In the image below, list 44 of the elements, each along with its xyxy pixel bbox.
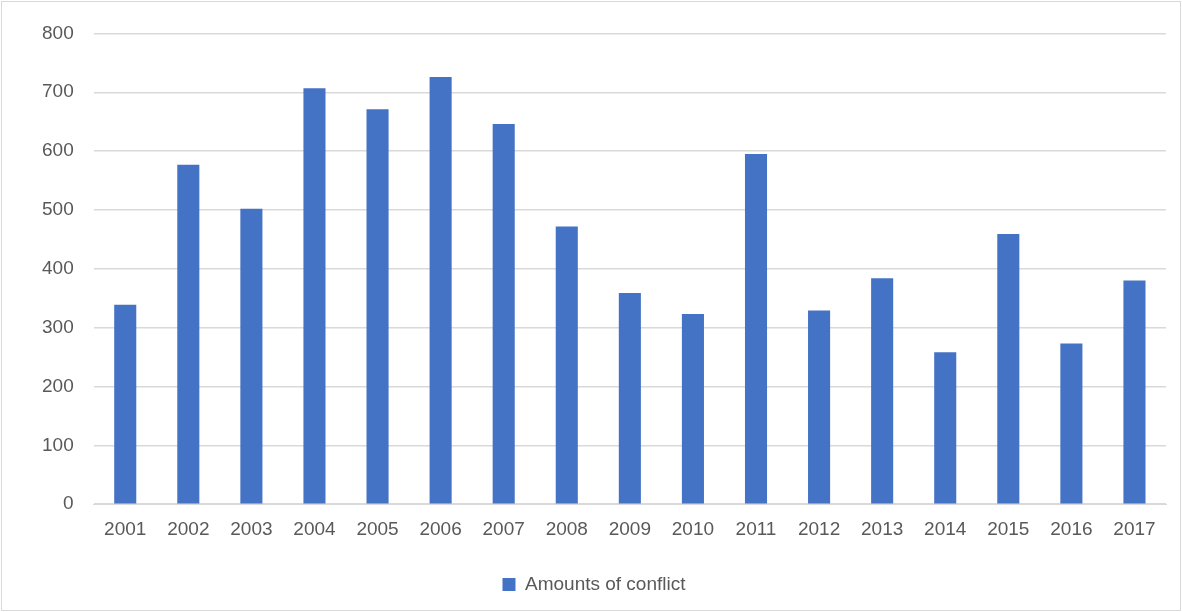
x-tick-label: 2017: [1113, 517, 1156, 539]
x-tick-label: 2011: [735, 517, 777, 539]
bar: [1123, 280, 1146, 504]
bar: [177, 164, 200, 504]
bar: [997, 234, 1020, 504]
bar: [429, 76, 452, 504]
legend-label: Amounts of conflict: [524, 572, 687, 594]
x-tick-label: 2014: [924, 517, 967, 539]
y-tick-label: 500: [42, 198, 74, 220]
bar: [303, 88, 326, 504]
y-tick-label: 300: [42, 315, 74, 337]
x-tick-label: 2012: [797, 517, 841, 539]
bar: [808, 310, 831, 504]
bar: [114, 304, 137, 504]
x-tick-label: 2003: [230, 517, 273, 539]
y-tick-label: 100: [42, 433, 74, 455]
bar: [681, 314, 704, 504]
y-tick-label: 200: [42, 374, 74, 396]
bar: [618, 292, 641, 504]
bar: [934, 352, 957, 504]
bar: [240, 208, 263, 504]
bar: [366, 109, 389, 504]
y-tick-label: 700: [42, 80, 74, 102]
bar: [744, 154, 768, 504]
bar: [1060, 343, 1083, 504]
y-tick-label: 0: [63, 492, 74, 514]
bar: [871, 278, 894, 504]
x-tick-label: 2007: [482, 517, 525, 539]
x-tick-label: 2013: [861, 517, 904, 539]
x-tick-label: 2001: [104, 517, 147, 539]
bar: [555, 226, 578, 504]
x-tick-label: 2016: [1050, 517, 1093, 539]
x-tick-label: 2006: [419, 517, 462, 539]
x-tick-label: 2009: [608, 517, 651, 539]
x-tick-label: 2008: [545, 517, 588, 539]
x-tick-label: 2002: [167, 517, 210, 539]
x-tick-label: 2010: [671, 517, 715, 539]
y-tick-label: 400: [42, 257, 74, 279]
y-tick-label: 800: [42, 21, 74, 43]
y-tick-label: 600: [42, 139, 74, 161]
x-tick-label: 2005: [356, 517, 399, 539]
x-tick-label: 2015: [987, 517, 1030, 539]
x-tick-label: 2004: [293, 517, 337, 539]
bar: [492, 124, 515, 504]
